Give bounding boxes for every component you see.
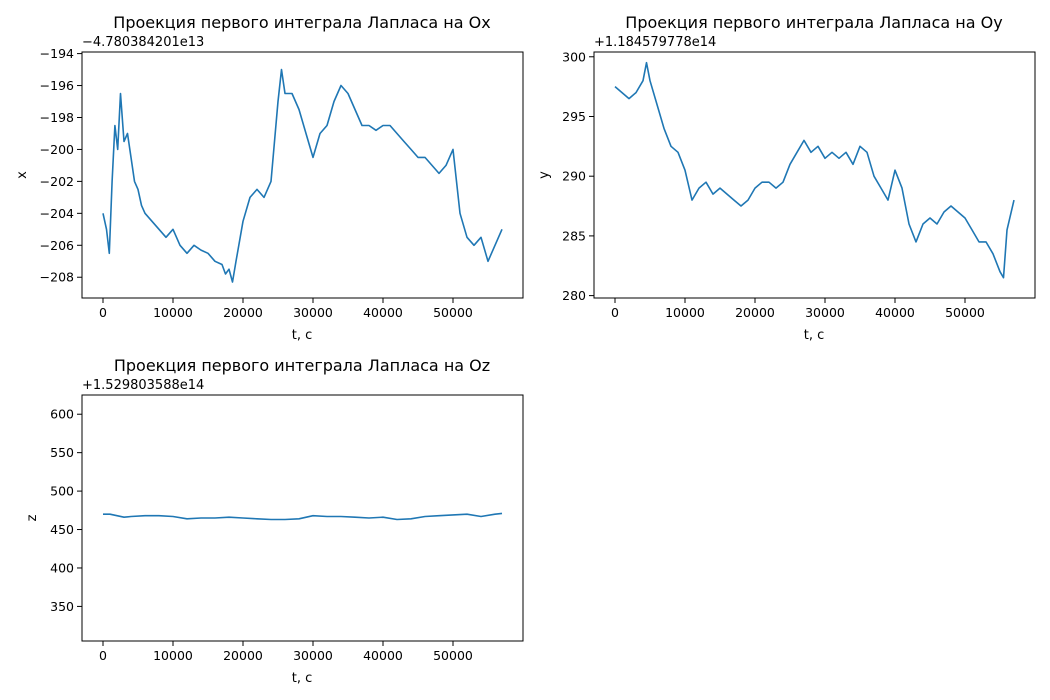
x-tick-label: 40000 [875,305,915,320]
x-tick-label: 20000 [223,648,263,663]
ticks: 0 10000 20000 30000 40000 50000 350 400 450 500 55… [50,407,473,663]
x-tick-label: 40000 [363,648,403,663]
plot-area [102,68,503,283]
y-tick-label: −194 [40,46,74,61]
y-tick-label: 280 [562,288,586,303]
x-tick-label: 0 [611,305,619,320]
chart-title: Проекция первого интеграла Лапласа на Oy [625,13,1002,32]
x-axis-label: t, c [804,328,825,343]
y-tick-label: 285 [562,228,586,243]
chart-title: Проекция первого интеграла Лапласа на Oz [114,356,490,375]
x-tick-label: 30000 [293,648,333,663]
axes-frame [593,51,1036,299]
series-line [614,61,1015,279]
y-axis-label: x [15,171,30,179]
x-tick-label: 0 [99,305,107,320]
y-tick-label: 600 [50,407,74,422]
x-tick-label: 40000 [363,305,403,320]
axes-frame [81,51,524,299]
y-tick-label: −196 [40,78,74,93]
x-tick-label: 30000 [293,305,333,320]
x-tick-label: 30000 [805,305,845,320]
subplot-oz: Проекция первого интеграла Лапласа на Oz… [25,356,524,686]
x-tick-label: 50000 [433,648,473,663]
x-tick-label: 10000 [153,305,193,320]
axes-frame [81,394,524,642]
y-offset-text: −4.780384201e13 [82,35,204,50]
chart-title: Проекция первого интеграла Лапласа на Ox [113,13,490,32]
x-tick-label: 10000 [665,305,705,320]
x-tick-label: 50000 [945,305,985,320]
y-tick-label: −208 [40,270,74,285]
plot-area [614,61,1015,279]
x-tick-label: 0 [99,648,107,663]
subplot-oy: Проекция первого интеграла Лапласа на Oy… [537,13,1036,343]
series-line [103,512,503,521]
ticks: 0 10000 20000 30000 40000 50000 −208 −206 −204 −2… [40,46,473,320]
y-tick-label: 450 [50,522,74,537]
x-tick-label: 20000 [735,305,775,320]
y-tick-label: −200 [40,142,74,157]
x-axis-label: t, c [292,328,313,343]
plot-area [103,512,503,521]
subplot-ox: Проекция первого интеграла Лапласа на Ox… [15,13,524,343]
y-offset-text: +1.184579778e14 [594,35,716,50]
y-tick-label: −206 [40,238,74,253]
y-tick-label: −202 [40,174,74,189]
y-tick-label: 550 [50,445,74,460]
y-tick-label: −204 [40,206,74,221]
y-axis-label: z [25,514,40,521]
y-tick-label: 290 [562,169,586,184]
ticks: 0 10000 20000 30000 40000 50000 280 285 290 295 30… [562,49,985,320]
series-line [102,68,503,283]
y-tick-label: 500 [50,484,74,499]
x-tick-label: 20000 [223,305,263,320]
y-offset-text: +1.529803588e14 [82,378,204,393]
x-tick-label: 10000 [153,648,193,663]
y-tick-label: 295 [562,109,586,124]
y-tick-label: 350 [50,599,74,614]
y-tick-label: 400 [50,560,74,575]
x-axis-label: t, c [292,671,313,686]
y-axis-label: y [537,171,552,179]
y-tick-label: −198 [40,110,74,125]
y-tick-label: 300 [562,49,586,64]
x-tick-label: 50000 [433,305,473,320]
